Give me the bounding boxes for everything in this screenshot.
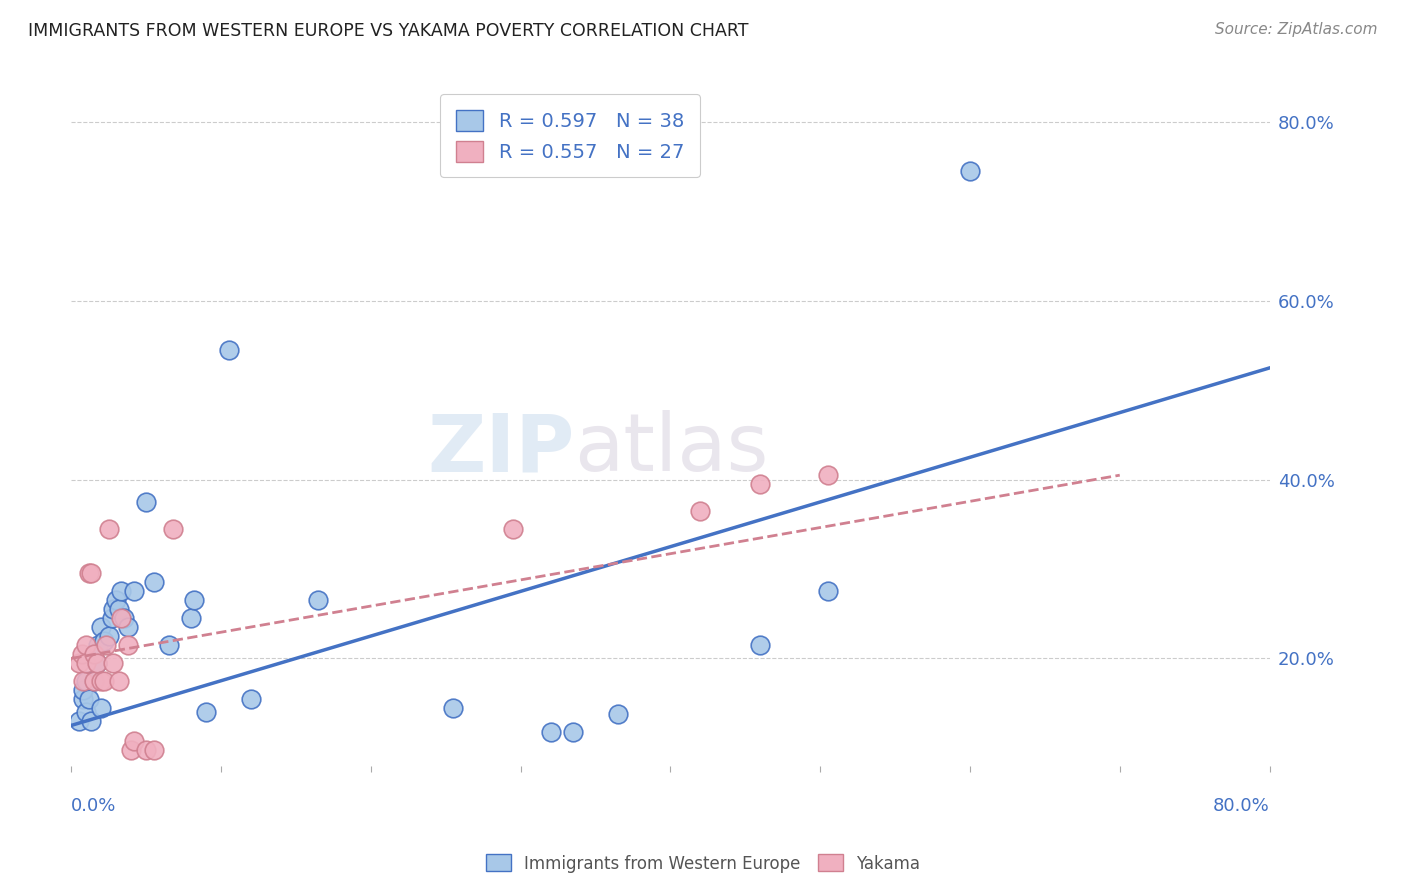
Point: [86, 656, 108, 670]
Point: [97, 522, 120, 536]
Point: [101, 602, 124, 616]
Point: [70, 647, 93, 661]
Point: [135, 742, 157, 756]
Point: [218, 343, 240, 357]
Point: [195, 705, 218, 719]
Point: [180, 611, 202, 625]
Point: [67, 656, 90, 670]
Point: [87, 638, 110, 652]
Point: [67, 714, 90, 728]
Point: [142, 742, 165, 756]
Point: [86, 656, 108, 670]
Point: [94, 638, 117, 652]
Point: [157, 638, 180, 652]
Point: [72, 691, 94, 706]
Point: [749, 477, 772, 491]
Point: [112, 611, 135, 625]
Point: [72, 673, 94, 688]
Point: [77, 691, 100, 706]
Point: [689, 504, 711, 518]
Point: [817, 468, 839, 483]
Point: [90, 673, 112, 688]
Point: [83, 673, 105, 688]
Point: [110, 611, 132, 625]
Point: [817, 584, 839, 599]
Text: Source: ZipAtlas.com: Source: ZipAtlas.com: [1215, 22, 1378, 37]
Text: atlas: atlas: [575, 410, 769, 488]
Point: [100, 611, 122, 625]
Point: [110, 584, 132, 599]
Point: [108, 673, 131, 688]
Point: [749, 638, 772, 652]
Point: [75, 705, 97, 719]
Point: [959, 164, 981, 178]
Point: [135, 495, 157, 509]
Point: [122, 584, 145, 599]
Point: [97, 629, 120, 643]
Point: [122, 733, 145, 747]
Y-axis label: Poverty: Poverty: [0, 390, 8, 453]
Text: ZIP: ZIP: [427, 410, 575, 488]
Point: [75, 656, 97, 670]
Point: [441, 700, 464, 714]
Point: [75, 638, 97, 652]
Legend: Immigrants from Western Europe, Yakama: Immigrants from Western Europe, Yakama: [479, 847, 927, 880]
Text: 0.0%: 0.0%: [72, 797, 117, 814]
Point: [162, 522, 184, 536]
Point: [105, 593, 128, 607]
Point: [607, 706, 630, 721]
Point: [562, 724, 585, 739]
Point: [117, 638, 139, 652]
Point: [540, 724, 562, 739]
Point: [101, 656, 124, 670]
Point: [117, 620, 139, 634]
Point: [90, 700, 112, 714]
Point: [83, 647, 105, 661]
Point: [75, 673, 97, 688]
Point: [83, 673, 105, 688]
Point: [108, 602, 131, 616]
Point: [240, 691, 263, 706]
Point: [77, 566, 100, 581]
Legend: R = 0.597   N = 38, R = 0.557   N = 27: R = 0.597 N = 38, R = 0.557 N = 27: [440, 94, 700, 178]
Point: [502, 522, 524, 536]
Point: [93, 673, 115, 688]
Point: [307, 593, 329, 607]
Point: [93, 633, 115, 648]
Text: 80.0%: 80.0%: [1213, 797, 1270, 814]
Text: IMMIGRANTS FROM WESTERN EUROPE VS YAKAMA POVERTY CORRELATION CHART: IMMIGRANTS FROM WESTERN EUROPE VS YAKAMA…: [28, 22, 748, 40]
Point: [142, 575, 165, 590]
Point: [72, 682, 94, 697]
Point: [183, 593, 205, 607]
Point: [120, 742, 142, 756]
Point: [80, 566, 103, 581]
Point: [90, 620, 112, 634]
Point: [80, 714, 103, 728]
